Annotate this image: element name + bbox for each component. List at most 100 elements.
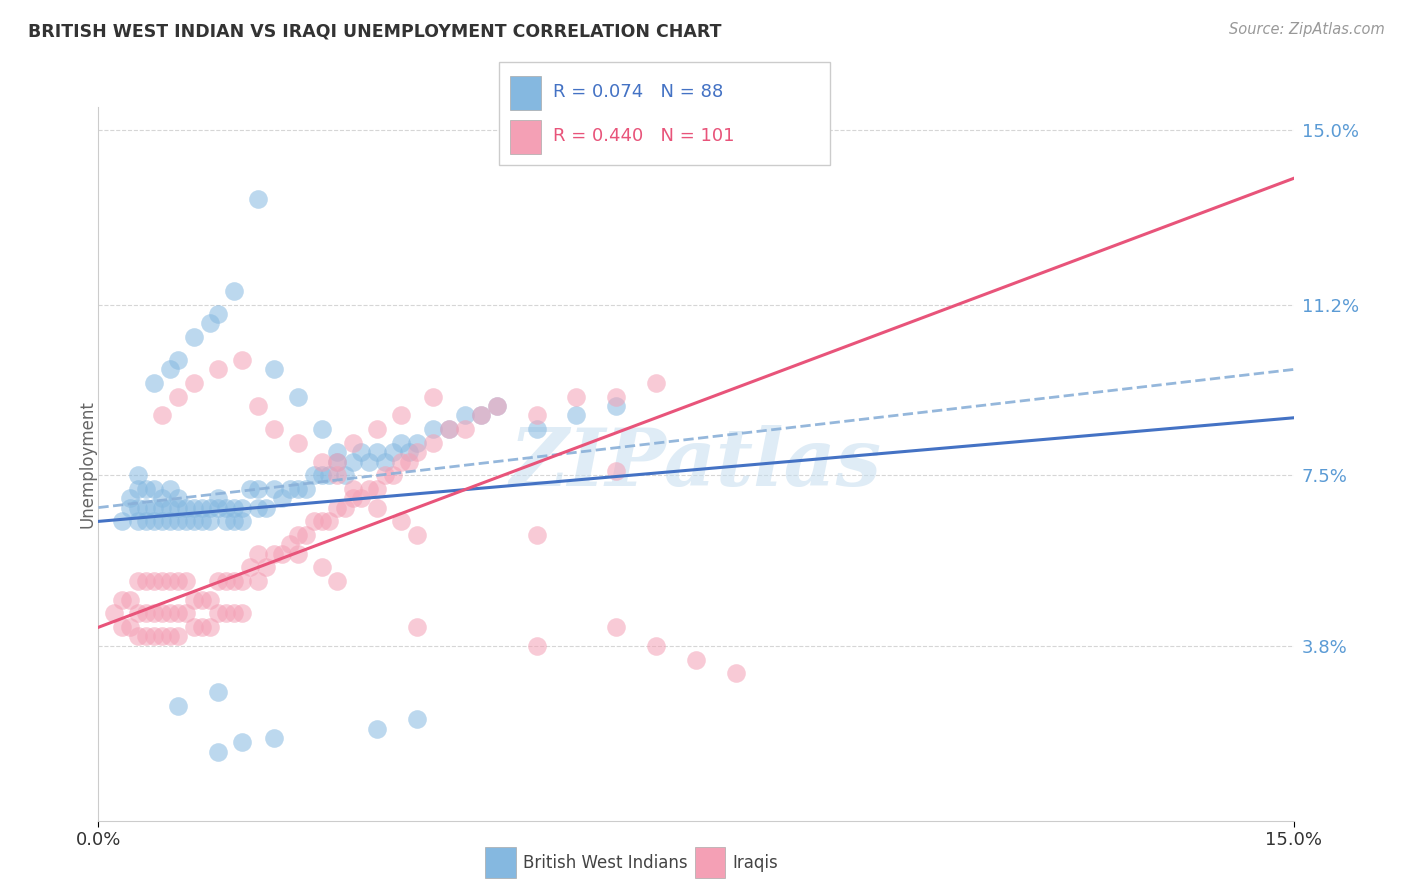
Point	[454, 409, 477, 423]
Point	[335, 468, 357, 483]
Point	[215, 574, 238, 589]
Point	[150, 607, 173, 621]
Point	[470, 409, 492, 423]
Point	[422, 436, 444, 450]
Point	[191, 620, 214, 634]
Point	[127, 482, 149, 496]
Text: R = 0.440   N = 101: R = 0.440 N = 101	[553, 128, 734, 145]
Point	[605, 620, 627, 634]
Point	[382, 468, 405, 483]
Point	[270, 547, 292, 561]
Point	[174, 607, 197, 621]
Point	[207, 684, 229, 698]
Point	[350, 445, 373, 459]
Point	[605, 464, 627, 478]
Point	[167, 515, 190, 529]
Point	[174, 574, 197, 589]
Point	[207, 362, 229, 376]
Point	[191, 515, 214, 529]
Point	[335, 500, 357, 515]
Text: British West Indians: British West Indians	[523, 854, 688, 871]
Point	[103, 607, 125, 621]
Point	[422, 422, 444, 436]
Point	[231, 735, 253, 749]
Point	[294, 528, 316, 542]
Point	[389, 515, 412, 529]
Point	[231, 607, 253, 621]
Point	[231, 574, 253, 589]
Point	[135, 574, 157, 589]
Point	[135, 630, 157, 644]
Point	[159, 515, 181, 529]
Point	[246, 574, 269, 589]
Point	[183, 330, 205, 344]
Point	[422, 390, 444, 404]
Point	[366, 500, 388, 515]
Point	[302, 468, 325, 483]
Point	[287, 436, 309, 450]
Point	[183, 515, 205, 529]
Point	[246, 500, 269, 515]
Point	[150, 574, 173, 589]
Point	[167, 390, 190, 404]
Point	[342, 436, 364, 450]
Point	[605, 390, 627, 404]
Point	[222, 574, 245, 589]
Point	[406, 445, 429, 459]
Point	[239, 482, 262, 496]
Point	[167, 630, 190, 644]
Point	[287, 528, 309, 542]
Point	[263, 482, 285, 496]
Point	[143, 574, 166, 589]
Point	[159, 500, 181, 515]
Point	[366, 445, 388, 459]
Point	[207, 500, 229, 515]
Point	[127, 630, 149, 644]
Point	[135, 500, 157, 515]
Text: Source: ZipAtlas.com: Source: ZipAtlas.com	[1229, 22, 1385, 37]
Point	[374, 454, 396, 468]
Point	[485, 399, 508, 413]
Point	[565, 409, 588, 423]
Point	[724, 666, 747, 681]
Point	[150, 409, 173, 423]
Point	[287, 390, 309, 404]
Point	[311, 468, 333, 483]
Point	[215, 500, 238, 515]
Point	[406, 712, 429, 726]
Point	[191, 500, 214, 515]
Point	[366, 722, 388, 736]
Point	[143, 607, 166, 621]
Point	[167, 698, 190, 713]
Point	[326, 445, 349, 459]
Point	[270, 491, 292, 506]
Point	[246, 192, 269, 206]
Point	[120, 620, 142, 634]
Point	[143, 376, 166, 391]
Point	[311, 515, 333, 529]
Point	[645, 639, 668, 653]
Point	[246, 399, 269, 413]
Point	[406, 436, 429, 450]
Point	[111, 592, 134, 607]
Point	[231, 515, 253, 529]
Point	[326, 468, 349, 483]
Point	[143, 630, 166, 644]
Point	[111, 515, 134, 529]
Point	[526, 409, 548, 423]
Point	[645, 376, 668, 391]
Point	[127, 574, 149, 589]
Point	[143, 515, 166, 529]
Point	[120, 592, 142, 607]
Point	[359, 482, 381, 496]
Point	[311, 454, 333, 468]
Point	[398, 445, 420, 459]
Point	[437, 422, 460, 436]
Point	[207, 307, 229, 321]
Point	[215, 515, 238, 529]
Point	[359, 454, 381, 468]
Point	[526, 528, 548, 542]
Point	[222, 515, 245, 529]
Point	[437, 422, 460, 436]
Point	[183, 592, 205, 607]
